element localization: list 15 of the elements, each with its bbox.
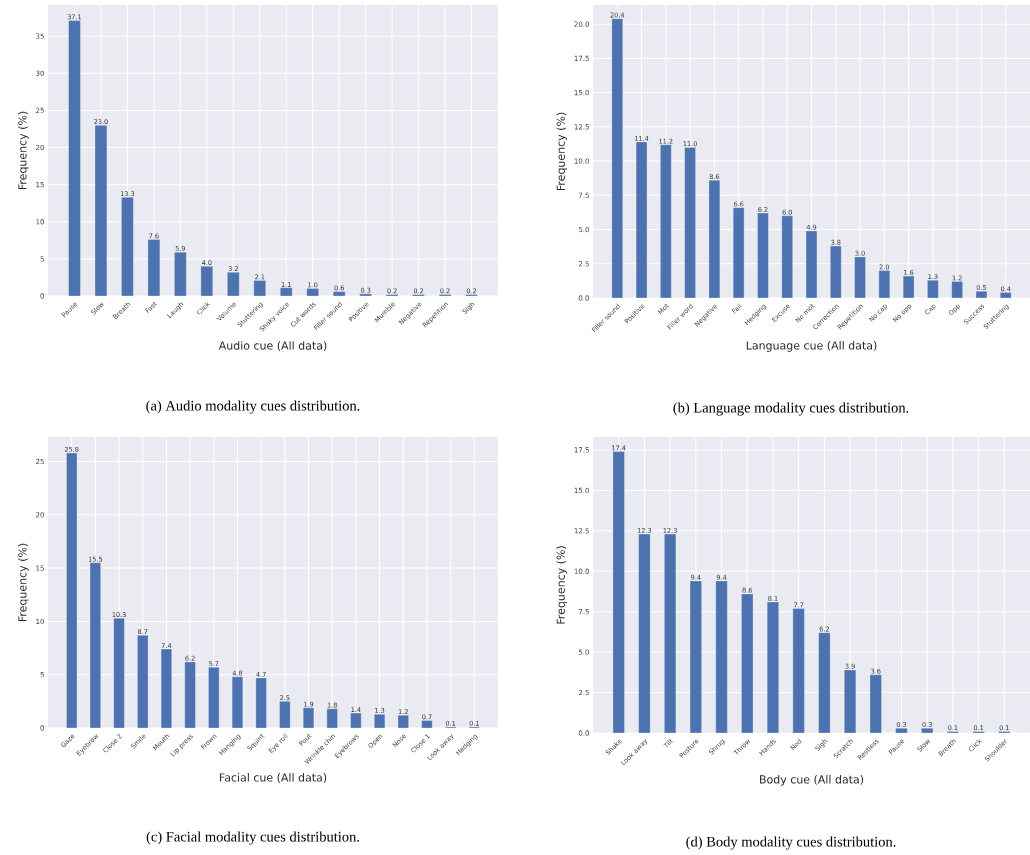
text: (a) Audio modality cues distribution. [146,400,360,414]
x-axis-title: Body cue (All data) [760,775,864,786]
text: (d) Body modality cues distribution. [686,836,896,850]
x-axis-title: Language cue (All data) [746,341,877,352]
text: (c) Facial modality cues distribution. [146,831,359,845]
x-axis-title: Facial cue (All data) [219,773,327,783]
x-axis-title: Audio cue (All data) [218,341,327,351]
bar [255,677,267,728]
y-axis-title: Frequency (%) [556,112,568,191]
y-axis-title: Frequency (%) [18,543,29,622]
y-axis-title: Frequency (%) [18,111,29,190]
y-axis-title: Frequency (%) [556,546,568,624]
text: (b) Language modality cues distribution. [673,402,909,416]
bar [113,618,125,728]
bar [184,661,196,728]
